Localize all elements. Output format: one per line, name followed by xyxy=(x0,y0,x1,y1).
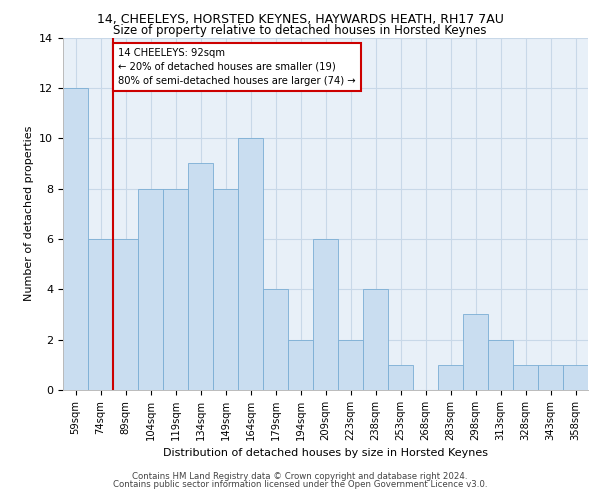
Bar xyxy=(563,365,588,390)
Bar xyxy=(513,365,538,390)
Bar xyxy=(163,188,188,390)
Bar xyxy=(438,365,463,390)
Bar xyxy=(388,365,413,390)
Bar xyxy=(188,164,213,390)
Text: 14 CHEELEYS: 92sqm
← 20% of detached houses are smaller (19)
80% of semi-detache: 14 CHEELEYS: 92sqm ← 20% of detached hou… xyxy=(118,48,356,86)
Bar xyxy=(538,365,563,390)
Bar xyxy=(88,239,113,390)
Text: Contains HM Land Registry data © Crown copyright and database right 2024.: Contains HM Land Registry data © Crown c… xyxy=(132,472,468,481)
Text: 14, CHEELEYS, HORSTED KEYNES, HAYWARDS HEATH, RH17 7AU: 14, CHEELEYS, HORSTED KEYNES, HAYWARDS H… xyxy=(97,12,503,26)
Bar xyxy=(213,188,238,390)
Bar xyxy=(363,290,388,390)
Bar xyxy=(338,340,363,390)
Bar xyxy=(463,314,488,390)
Bar xyxy=(263,290,288,390)
Bar xyxy=(113,239,138,390)
Bar xyxy=(313,239,338,390)
X-axis label: Distribution of detached houses by size in Horsted Keynes: Distribution of detached houses by size … xyxy=(163,448,488,458)
Bar xyxy=(238,138,263,390)
Y-axis label: Number of detached properties: Number of detached properties xyxy=(23,126,34,302)
Bar xyxy=(488,340,513,390)
Text: Contains public sector information licensed under the Open Government Licence v3: Contains public sector information licen… xyxy=(113,480,487,489)
Bar xyxy=(63,88,88,390)
Bar xyxy=(288,340,313,390)
Bar xyxy=(138,188,163,390)
Text: Size of property relative to detached houses in Horsted Keynes: Size of property relative to detached ho… xyxy=(113,24,487,37)
